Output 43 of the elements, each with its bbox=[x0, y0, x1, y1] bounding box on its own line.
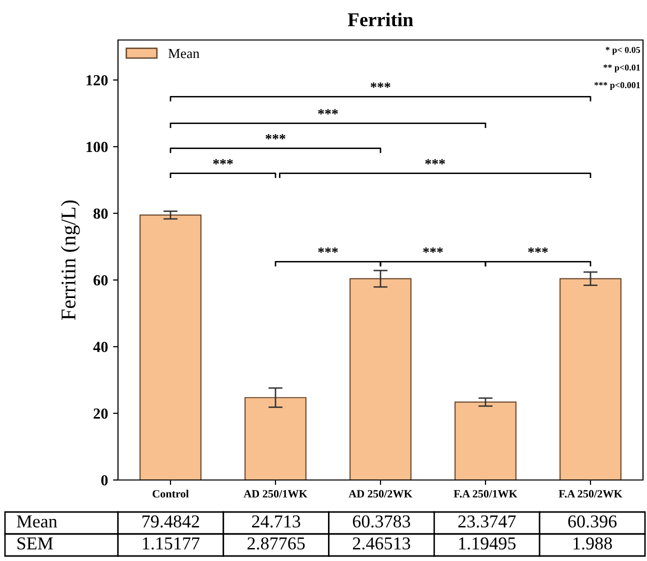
x-tick-label: AD 250/2WK bbox=[348, 490, 412, 498]
data-label: 23.3747 bbox=[458, 515, 516, 528]
annotation: *** bbox=[528, 248, 548, 253]
text: 1.19495 bbox=[459, 537, 516, 550]
annotation: *** bbox=[425, 159, 445, 164]
y-tick-label: 80 bbox=[94, 208, 108, 219]
text: 2.46513 bbox=[352, 537, 410, 550]
y-axis-title: Ferritin (ng/L) bbox=[60, 200, 80, 320]
text: SEM bbox=[18, 537, 53, 550]
annotation: *** p<0.001 bbox=[594, 82, 640, 90]
y-tick-label: 0 bbox=[101, 475, 108, 486]
bar bbox=[244, 397, 307, 480]
annotation: *** bbox=[213, 159, 233, 164]
annotation: * p< 0.05 bbox=[606, 46, 640, 55]
x-tick-label: F.A 250/2WK bbox=[558, 490, 622, 498]
chart-title: Ferritin bbox=[348, 12, 414, 26]
data-label: 60.396 bbox=[568, 515, 617, 528]
data-label: 24.713 bbox=[252, 515, 300, 528]
legend-label: Mean bbox=[168, 48, 200, 58]
bar bbox=[349, 278, 412, 480]
x-tick-label: Control bbox=[152, 490, 189, 498]
text: 1.988 bbox=[574, 537, 612, 550]
y-tick-label: 20 bbox=[94, 408, 108, 419]
text: 2.87765 bbox=[248, 537, 305, 550]
bar bbox=[454, 402, 517, 480]
annotation: *** bbox=[318, 109, 338, 114]
annotation: *** bbox=[266, 134, 286, 140]
y-tick-label: 60 bbox=[94, 275, 108, 286]
text: Mean bbox=[16, 516, 58, 528]
data-label: 79.4842 bbox=[142, 515, 200, 528]
y-tick-label: 120 bbox=[86, 75, 108, 86]
data-label: 60.3783 bbox=[352, 515, 410, 528]
y-tick-label: 100 bbox=[86, 142, 108, 152]
annotation: *** bbox=[423, 248, 443, 253]
annotation: *** bbox=[370, 82, 390, 88]
y-tick-label: 40 bbox=[93, 342, 108, 352]
text: 1.15177 bbox=[142, 537, 200, 550]
bar bbox=[139, 214, 202, 480]
annotation: *** bbox=[318, 248, 338, 253]
x-tick-label: AD 250/1WK bbox=[244, 490, 308, 498]
annotation: ** p<0.01 bbox=[604, 64, 640, 72]
x-tick-label: F.A 250/1WK bbox=[454, 490, 518, 498]
bar bbox=[559, 278, 622, 480]
